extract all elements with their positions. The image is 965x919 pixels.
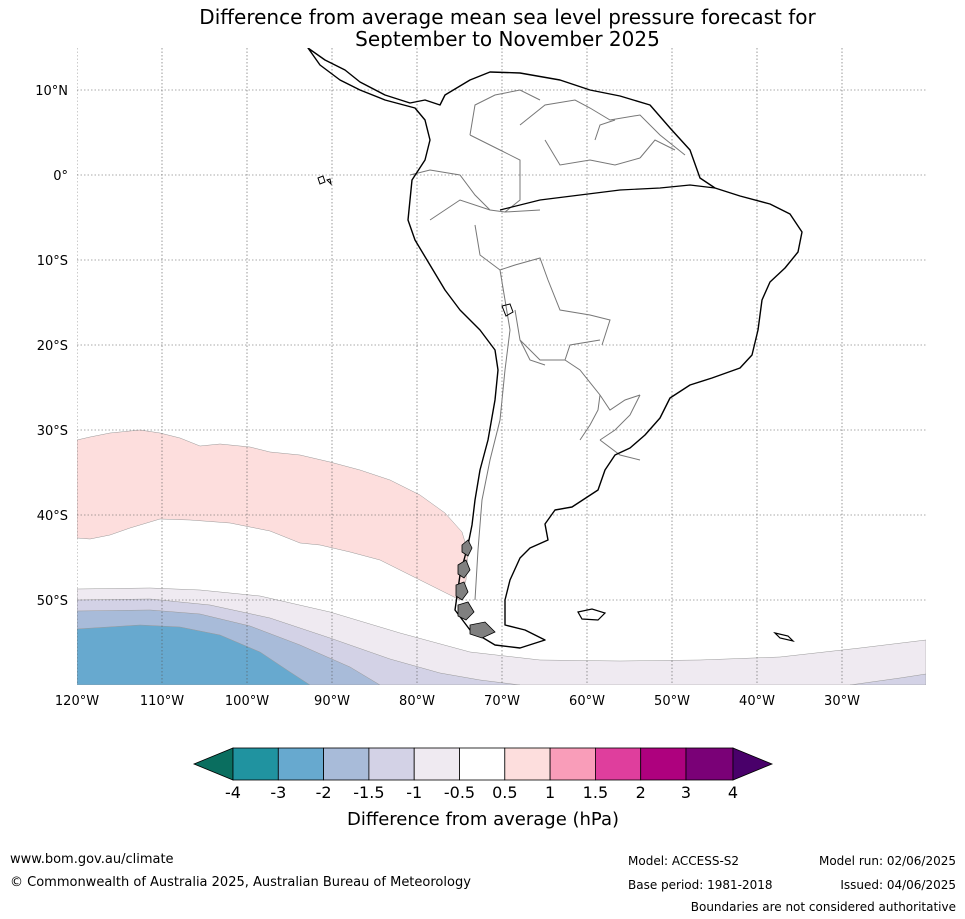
colorbar-tick: -3 [270,783,286,802]
lon-label-110w: 110°W [140,694,184,709]
lat-label-20s: 20°S [37,339,68,354]
lon-label-120w: 120°W [55,694,99,709]
lat-label-10n: 10°N [35,84,68,99]
amazon-river [499,184,716,211]
country-borders [409,89,686,601]
lat-label-0: 0° [53,169,68,184]
colorbar-tick: -0.5 [444,783,475,802]
chilean-islands [455,539,496,639]
lon-label-60w: 60°W [569,694,605,709]
lat-label-40s: 40°S [37,509,68,524]
colorbar-cell [413,747,460,781]
lat-label-50s: 50°S [37,594,68,609]
lon-label-30w: 30°W [824,694,860,709]
colorbar-tick: -1 [406,783,422,802]
colorbar-label: Difference from average (hPa) [347,809,619,830]
map-area [77,48,926,685]
colorbar-cell [640,747,687,781]
negative-anomaly-region-2 [77,624,311,685]
lon-label-80w: 80°W [399,694,435,709]
colorbar-tick: -2 [316,783,332,802]
colorbar-cell [459,747,506,781]
colorbar-cell [549,747,596,781]
lat-label-10s: 10°S [37,254,68,269]
boundary-disclaimer: Boundaries are not considered authoritat… [690,900,956,914]
colorbar-cell [323,747,370,781]
falkland-islands [577,608,607,621]
lake-titicaca [501,303,514,317]
colorbar-cell [368,747,415,781]
colorbar-cell [685,747,734,781]
colorbar-tick: 3 [681,783,691,802]
model-run-date: Model run: 02/06/2025 [818,854,956,868]
colorbar-cell [277,747,324,781]
lon-label-50w: 50°W [654,694,690,709]
colorbar: -4 -3 -2 -1.5 -1 -0.5 0.5 1 1.5 2 3 4 Di… [192,747,774,830]
galapagos-islands [317,175,332,186]
coastline-south-america [307,48,803,649]
colorbar-cell [232,747,279,781]
lon-label-70w: 70°W [484,694,520,709]
map-title-line1: Difference from average mean sea level p… [199,5,816,29]
colorbar-cell [504,747,551,781]
colorbar-tick: 1 [545,783,555,802]
longitude-labels: 120°W 110°W 100°W 90°W 80°W 70°W 60°W 50… [55,694,860,709]
lon-label-90w: 90°W [314,694,350,709]
map-title-line2: September to November 2025 [355,27,660,51]
colorbar-cell [732,747,774,781]
colorbar-tick: 1.5 [583,783,608,802]
colorbar-tick: -4 [225,783,241,802]
graticule [77,48,926,685]
colorbar-tick: 4 [728,783,738,802]
colorbar-cell [192,747,234,781]
website-link[interactable]: www.bom.gov.au/climate [10,852,174,867]
lon-label-100w: 100°W [225,694,269,709]
model-info: Model: ACCESS-S2 [628,854,740,868]
colorbar-cell [595,747,642,781]
latitude-labels: 10°N 0° 10°S 20°S 30°S 40°S 50°S [35,84,68,609]
lat-label-30s: 30°S [37,424,68,439]
south-georgia [773,631,795,643]
colorbar-tick: 0.5 [492,783,517,802]
colorbar-tick: -1.5 [353,783,384,802]
issued-date: Issued: 04/06/2025 [840,878,956,892]
colorbar-tick: 2 [636,783,646,802]
copyright-text: © Commonwealth of Australia 2025, Austra… [10,875,471,890]
lon-label-40w: 40°W [739,694,775,709]
base-period-info: Base period: 1981-2018 [628,878,773,892]
